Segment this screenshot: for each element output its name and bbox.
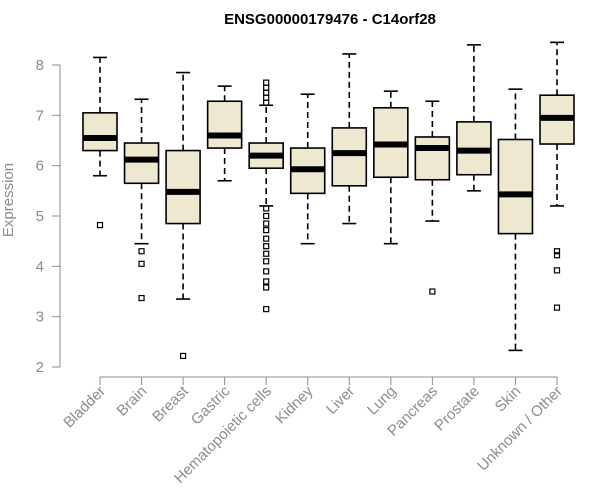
y-axis-label: Expression — [0, 163, 17, 237]
box-breast — [165, 71, 201, 360]
outlier-point — [263, 94, 270, 101]
box-bladder — [82, 56, 118, 229]
iqr-box — [82, 112, 118, 152]
outlier-point — [553, 267, 561, 274]
outlier-point — [429, 288, 436, 295]
outlier-point — [96, 221, 104, 229]
x-tick-label: Bladder — [60, 383, 109, 432]
outlier-point — [263, 278, 270, 285]
iqr-box — [206, 100, 243, 149]
outlier-point — [553, 252, 561, 259]
chart-title: ENSG00000179476 - C14orf28 — [224, 11, 436, 28]
outlier-point — [263, 220, 270, 227]
outlier-point — [263, 268, 270, 275]
outlier-point — [553, 304, 561, 311]
outlier-point — [263, 306, 270, 313]
outlier-point — [138, 294, 145, 302]
x-tick-label: Brain — [114, 383, 151, 420]
outlier-point — [263, 258, 270, 265]
outlier-point — [263, 243, 270, 250]
box-prostate — [456, 44, 492, 192]
x-tick-label: Prostate — [431, 383, 483, 435]
iqr-box — [414, 136, 451, 181]
iqr-box — [123, 142, 160, 185]
outlier-point — [138, 248, 145, 255]
iqr-box — [497, 138, 534, 235]
x-tick-label: Kidney — [272, 382, 317, 427]
box-gastric — [206, 85, 243, 182]
x-tick-label: Liver — [323, 383, 358, 418]
outlier-point — [263, 212, 270, 220]
y-tick-label: 2 — [36, 359, 44, 376]
box-lung — [373, 90, 409, 245]
box-skin — [497, 88, 534, 352]
outlier-point — [263, 79, 270, 86]
y-tick-label: 6 — [36, 158, 44, 175]
box-unknown-other — [539, 41, 575, 311]
outlier-point — [263, 89, 270, 96]
outlier-point — [263, 250, 270, 257]
boxes-group — [82, 41, 575, 360]
box-pancreas — [414, 100, 451, 295]
outlier-point — [263, 284, 270, 291]
outlier-point — [263, 205, 270, 212]
iqr-box — [331, 127, 368, 187]
box-brain — [123, 98, 160, 302]
outlier-point — [138, 260, 145, 267]
y-tick-label: 7 — [36, 107, 44, 124]
y-tick-label: 3 — [36, 309, 44, 326]
y-tick-label: 8 — [36, 57, 44, 74]
outlier-point — [179, 352, 187, 360]
x-tick-label: Lung — [364, 383, 400, 419]
outlier-point — [263, 235, 270, 242]
y-axis: 2 3 4 5 6 7 8 — [36, 57, 61, 376]
x-tick-label: Breast — [149, 382, 192, 425]
y-tick-label: 5 — [36, 208, 44, 225]
x-tick-label: Skin — [492, 383, 525, 416]
box-liver — [331, 53, 368, 225]
y-tick-label: 4 — [36, 258, 44, 275]
box-kidney — [289, 93, 326, 245]
iqr-box — [165, 149, 201, 225]
outlier-point — [263, 84, 270, 91]
outlier-point — [263, 226, 270, 234]
box-hematopoietic-cells — [248, 79, 284, 313]
outlier-point — [553, 248, 561, 255]
